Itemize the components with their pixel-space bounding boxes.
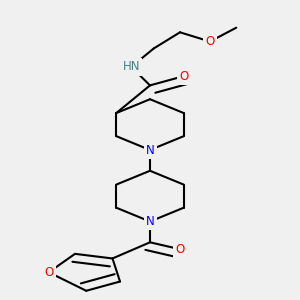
Text: N: N xyxy=(146,215,154,228)
Text: O: O xyxy=(176,243,184,256)
Text: HN: HN xyxy=(122,60,140,74)
Text: O: O xyxy=(206,35,214,48)
Text: O: O xyxy=(179,70,188,83)
Text: N: N xyxy=(146,143,154,157)
Text: O: O xyxy=(44,266,53,279)
